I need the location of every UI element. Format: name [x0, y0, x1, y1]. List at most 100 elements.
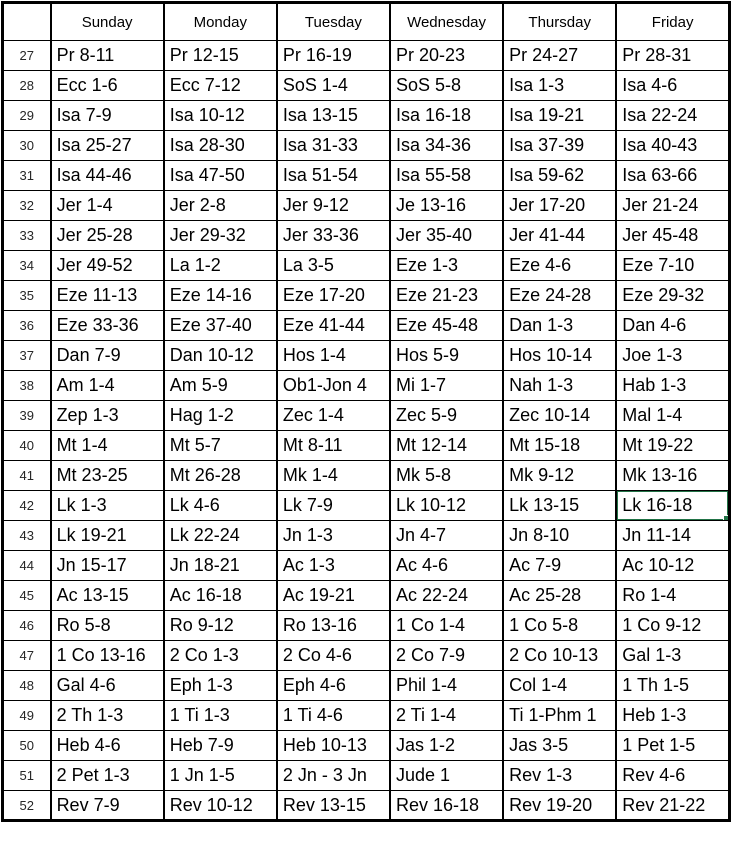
- reading-cell[interactable]: Mt 12-14: [388, 430, 505, 461]
- row-number[interactable]: 30: [1, 130, 52, 161]
- reading-cell[interactable]: Mk 13-16: [615, 460, 731, 491]
- reading-cell[interactable]: SoS 1-4: [275, 70, 391, 101]
- reading-cell[interactable]: Isa 4-6: [615, 70, 731, 101]
- reading-cell[interactable]: Rev 10-12: [162, 790, 278, 821]
- reading-cell[interactable]: Jer 33-36: [275, 220, 391, 251]
- column-header-wednesday[interactable]: Wednesday: [388, 2, 505, 41]
- reading-cell[interactable]: Zec 5-9: [388, 400, 505, 431]
- reading-cell[interactable]: Jn 15-17: [49, 550, 165, 581]
- reading-cell[interactable]: Am 5-9: [162, 370, 278, 401]
- reading-cell[interactable]: Je 13-16: [388, 190, 505, 221]
- reading-cell[interactable]: Mt 26-28: [162, 460, 278, 491]
- reading-cell[interactable]: Mt 23-25: [49, 460, 165, 491]
- reading-cell[interactable]: Jn 11-14: [615, 520, 731, 551]
- reading-cell[interactable]: Jas 3-5: [502, 730, 618, 761]
- row-number[interactable]: 43: [1, 520, 52, 551]
- reading-cell[interactable]: 1 Co 9-12: [615, 610, 731, 641]
- reading-cell[interactable]: Dan 1-3: [502, 310, 618, 341]
- row-number[interactable]: 51: [1, 760, 52, 791]
- reading-cell[interactable]: Ac 16-18: [162, 580, 278, 611]
- row-number[interactable]: 40: [1, 430, 52, 461]
- reading-cell[interactable]: Ti 1-Phm 1: [502, 700, 618, 731]
- reading-cell[interactable]: Ac 13-15: [49, 580, 165, 611]
- reading-cell[interactable]: Eze 24-28: [502, 280, 618, 311]
- reading-cell[interactable]: Rev 1-3: [502, 760, 618, 791]
- reading-cell[interactable]: Eze 7-10: [615, 250, 731, 281]
- reading-cell[interactable]: Isa 16-18: [388, 100, 505, 131]
- reading-cell[interactable]: Ac 19-21: [275, 580, 391, 611]
- reading-cell[interactable]: 2 Co 10-13: [502, 640, 618, 671]
- reading-cell[interactable]: Jer 9-12: [275, 190, 391, 221]
- reading-cell[interactable]: Mk 9-12: [502, 460, 618, 491]
- reading-cell[interactable]: Ac 7-9: [502, 550, 618, 581]
- reading-cell[interactable]: Hag 1-2: [162, 400, 278, 431]
- selected-cell[interactable]: Lk 16-18: [615, 490, 731, 521]
- reading-cell[interactable]: Jer 2-8: [162, 190, 278, 221]
- reading-cell[interactable]: Jer 49-52: [49, 250, 165, 281]
- reading-cell[interactable]: La 3-5: [275, 250, 391, 281]
- reading-cell[interactable]: Rev 19-20: [502, 790, 618, 821]
- reading-cell[interactable]: Jn 18-21: [162, 550, 278, 581]
- reading-cell[interactable]: Isa 1-3: [502, 70, 618, 101]
- reading-cell[interactable]: Hab 1-3: [615, 370, 731, 401]
- reading-cell[interactable]: Jer 21-24: [615, 190, 731, 221]
- reading-cell[interactable]: Isa 40-43: [615, 130, 731, 161]
- row-number[interactable]: 37: [1, 340, 52, 371]
- reading-cell[interactable]: Heb 1-3: [615, 700, 731, 731]
- reading-cell[interactable]: 1 Ti 4-6: [275, 700, 391, 731]
- reading-cell[interactable]: Heb 4-6: [49, 730, 165, 761]
- row-number[interactable]: 44: [1, 550, 52, 581]
- reading-cell[interactable]: Eph 1-3: [162, 670, 278, 701]
- reading-cell[interactable]: Jn 4-7: [388, 520, 505, 551]
- row-number[interactable]: 38: [1, 370, 52, 401]
- reading-cell[interactable]: Eze 14-16: [162, 280, 278, 311]
- reading-cell[interactable]: Isa 51-54: [275, 160, 391, 191]
- row-number[interactable]: 50: [1, 730, 52, 761]
- reading-cell[interactable]: Ac 4-6: [388, 550, 505, 581]
- reading-cell[interactable]: Gal 4-6: [49, 670, 165, 701]
- reading-cell[interactable]: Isa 13-15: [275, 100, 391, 131]
- reading-cell[interactable]: Eze 33-36: [49, 310, 165, 341]
- reading-cell[interactable]: Dan 7-9: [49, 340, 165, 371]
- reading-cell[interactable]: Eze 29-32: [615, 280, 731, 311]
- reading-cell[interactable]: Mt 5-7: [162, 430, 278, 461]
- reading-cell[interactable]: Ro 5-8: [49, 610, 165, 641]
- reading-cell[interactable]: Mt 15-18: [502, 430, 618, 461]
- reading-cell[interactable]: Eze 37-40: [162, 310, 278, 341]
- row-number[interactable]: 34: [1, 250, 52, 281]
- reading-cell[interactable]: Rev 21-22: [615, 790, 731, 821]
- reading-cell[interactable]: Dan 10-12: [162, 340, 278, 371]
- reading-cell[interactable]: La 1-2: [162, 250, 278, 281]
- row-number[interactable]: 36: [1, 310, 52, 341]
- reading-cell[interactable]: Isa 31-33: [275, 130, 391, 161]
- reading-cell[interactable]: Col 1-4: [502, 670, 618, 701]
- reading-cell[interactable]: 1 Co 1-4: [388, 610, 505, 641]
- reading-cell[interactable]: 1 Co 13-16: [49, 640, 165, 671]
- reading-cell[interactable]: Isa 55-58: [388, 160, 505, 191]
- reading-cell[interactable]: Joe 1-3: [615, 340, 731, 371]
- reading-cell[interactable]: Hos 1-4: [275, 340, 391, 371]
- reading-cell[interactable]: 2 Ti 1-4: [388, 700, 505, 731]
- reading-cell[interactable]: Jude 1: [388, 760, 505, 791]
- row-number[interactable]: 31: [1, 160, 52, 191]
- reading-cell[interactable]: Isa 59-62: [502, 160, 618, 191]
- row-number[interactable]: 32: [1, 190, 52, 221]
- reading-cell[interactable]: SoS 5-8: [388, 70, 505, 101]
- reading-cell[interactable]: Jer 35-40: [388, 220, 505, 251]
- row-number[interactable]: 39: [1, 400, 52, 431]
- reading-cell[interactable]: 2 Jn - 3 Jn: [275, 760, 391, 791]
- reading-cell[interactable]: Rev 13-15: [275, 790, 391, 821]
- reading-cell[interactable]: 1 Jn 1-5: [162, 760, 278, 791]
- reading-cell[interactable]: 1 Co 5-8: [502, 610, 618, 641]
- reading-cell[interactable]: Jer 45-48: [615, 220, 731, 251]
- reading-cell[interactable]: Rev 4-6: [615, 760, 731, 791]
- reading-cell[interactable]: Heb 7-9: [162, 730, 278, 761]
- reading-cell[interactable]: Ac 25-28: [502, 580, 618, 611]
- row-number[interactable]: 49: [1, 700, 52, 731]
- reading-cell[interactable]: Ro 9-12: [162, 610, 278, 641]
- row-number[interactable]: 33: [1, 220, 52, 251]
- reading-cell[interactable]: Hos 10-14: [502, 340, 618, 371]
- reading-cell[interactable]: Pr 12-15: [162, 40, 278, 71]
- reading-cell[interactable]: 2 Co 1-3: [162, 640, 278, 671]
- reading-cell[interactable]: Isa 7-9: [49, 100, 165, 131]
